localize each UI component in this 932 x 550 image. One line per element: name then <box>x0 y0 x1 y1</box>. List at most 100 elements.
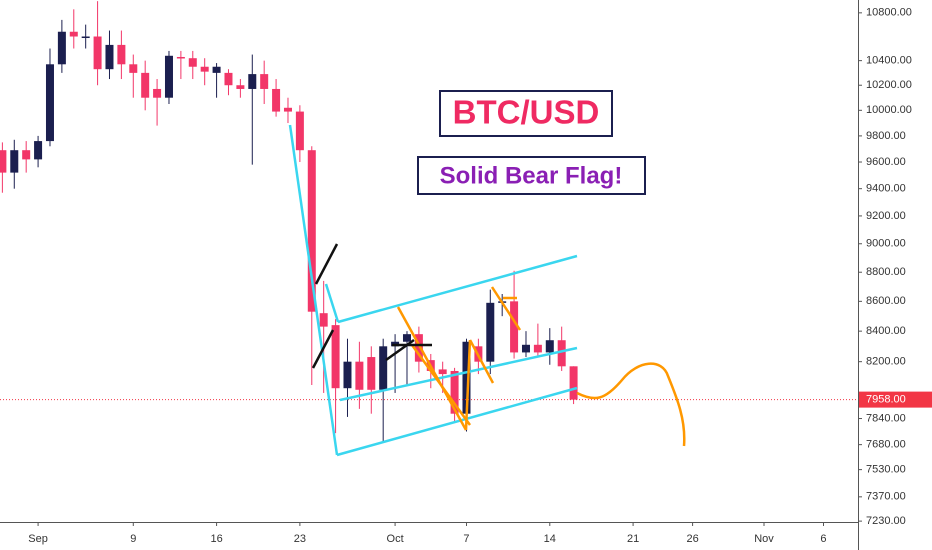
y-tick-label: 9400.00 <box>866 183 906 195</box>
candle-body <box>93 36 102 70</box>
last-price-box <box>859 391 932 408</box>
candle-body <box>343 361 352 389</box>
candle-body <box>164 55 173 98</box>
trend-line <box>337 254 578 324</box>
candle-body <box>355 361 364 390</box>
candle-body <box>438 369 447 375</box>
flag-line <box>464 339 472 431</box>
y-tick-label: 9600.00 <box>866 156 906 168</box>
candle-body <box>307 150 316 312</box>
cyan-channel <box>288 124 578 457</box>
candle-body <box>295 111 304 151</box>
x-tick-label: 16 <box>210 533 222 545</box>
candle-body <box>545 340 554 353</box>
flag-line <box>396 306 468 431</box>
y-tick-label: 9800.00 <box>866 130 906 142</box>
candle-body <box>129 64 138 73</box>
candle-body <box>224 72 233 86</box>
y-tick-label: 7370.00 <box>866 491 906 503</box>
flag-line <box>490 286 522 331</box>
candle-body <box>0 150 7 173</box>
x-tick-label: Oct <box>387 533 404 545</box>
y-tick-label: 8400.00 <box>866 325 906 337</box>
y-tick-label: 8200.00 <box>866 356 906 368</box>
orange-flags <box>396 286 686 447</box>
projection-curve <box>576 362 686 447</box>
candle-body <box>260 74 269 89</box>
plot-area <box>0 1 858 442</box>
y-tick-label: 9000.00 <box>866 238 906 250</box>
candle-body <box>10 150 19 173</box>
flag-line <box>468 339 495 384</box>
annotation-subtitle: Solid Bear Flag! <box>440 162 623 189</box>
black-lines <box>311 243 432 369</box>
y-tick-label: 8800.00 <box>866 266 906 278</box>
last-price-label: 7958.00 <box>866 394 906 406</box>
trend-line <box>311 329 335 369</box>
x-tick-label: 9 <box>130 533 136 545</box>
candle-body <box>569 366 578 400</box>
candle-body <box>283 107 292 112</box>
candle-body <box>236 85 245 89</box>
y-tick-label: 10200.00 <box>866 79 912 91</box>
candle-body <box>521 344 530 353</box>
x-tick-label: 21 <box>627 533 639 545</box>
candle-body <box>188 58 197 67</box>
candle-body <box>22 150 31 160</box>
candle-body <box>69 31 78 37</box>
time-axis-bg <box>0 522 858 550</box>
candle-body <box>141 72 150 98</box>
candle-body <box>57 31 66 65</box>
y-tick-label: 7680.00 <box>866 439 906 451</box>
candle-body <box>117 44 126 65</box>
candle-body <box>414 334 423 362</box>
candle-body <box>557 340 566 367</box>
candle-body <box>486 302 495 362</box>
y-tick-label: 10000.00 <box>866 104 912 116</box>
trend-line <box>288 124 339 456</box>
candle-body <box>176 56 185 59</box>
candle-body <box>533 344 542 353</box>
x-tick-label: Nov <box>754 533 774 545</box>
candle-body <box>450 370 459 414</box>
drawings <box>288 124 686 457</box>
trend-line <box>339 346 578 402</box>
candle-body <box>34 141 43 160</box>
annotation-title: BTC/USD <box>453 94 600 131</box>
trend-line <box>314 243 339 285</box>
candle-body <box>45 64 54 142</box>
flag-line <box>410 344 472 426</box>
annotation-box <box>417 156 646 195</box>
candle-body <box>367 357 376 390</box>
trend-line <box>336 386 578 457</box>
candle-body <box>200 66 209 72</box>
y-tick-label: 7840.00 <box>866 412 906 424</box>
trend-line <box>385 338 415 362</box>
x-tick-label: 6 <box>820 533 826 545</box>
x-tick-label: 14 <box>544 533 556 545</box>
candle-body <box>105 44 114 70</box>
x-tick-label: 23 <box>294 533 306 545</box>
y-tick-label: 9200.00 <box>866 210 906 222</box>
y-tick-label: 10400.00 <box>866 55 912 67</box>
candle-body <box>402 334 411 342</box>
x-tick-label: Sep <box>28 533 48 545</box>
y-tick-label: 7530.00 <box>866 464 906 476</box>
trend-line <box>324 283 340 323</box>
y-tick-label: 10800.00 <box>866 7 912 19</box>
x-tick-label: 26 <box>686 533 698 545</box>
candle-body <box>462 341 471 414</box>
candle-body <box>153 88 162 98</box>
candle-body <box>510 301 519 353</box>
candle-body <box>319 313 328 327</box>
candle-body <box>379 346 388 390</box>
candle-body <box>331 325 340 389</box>
y-tick-label: 7230.00 <box>866 515 906 527</box>
y-tick-label: 8600.00 <box>866 295 906 307</box>
annotation-box <box>439 90 613 137</box>
price-axis-bg <box>858 0 932 550</box>
candle-body <box>81 36 90 39</box>
